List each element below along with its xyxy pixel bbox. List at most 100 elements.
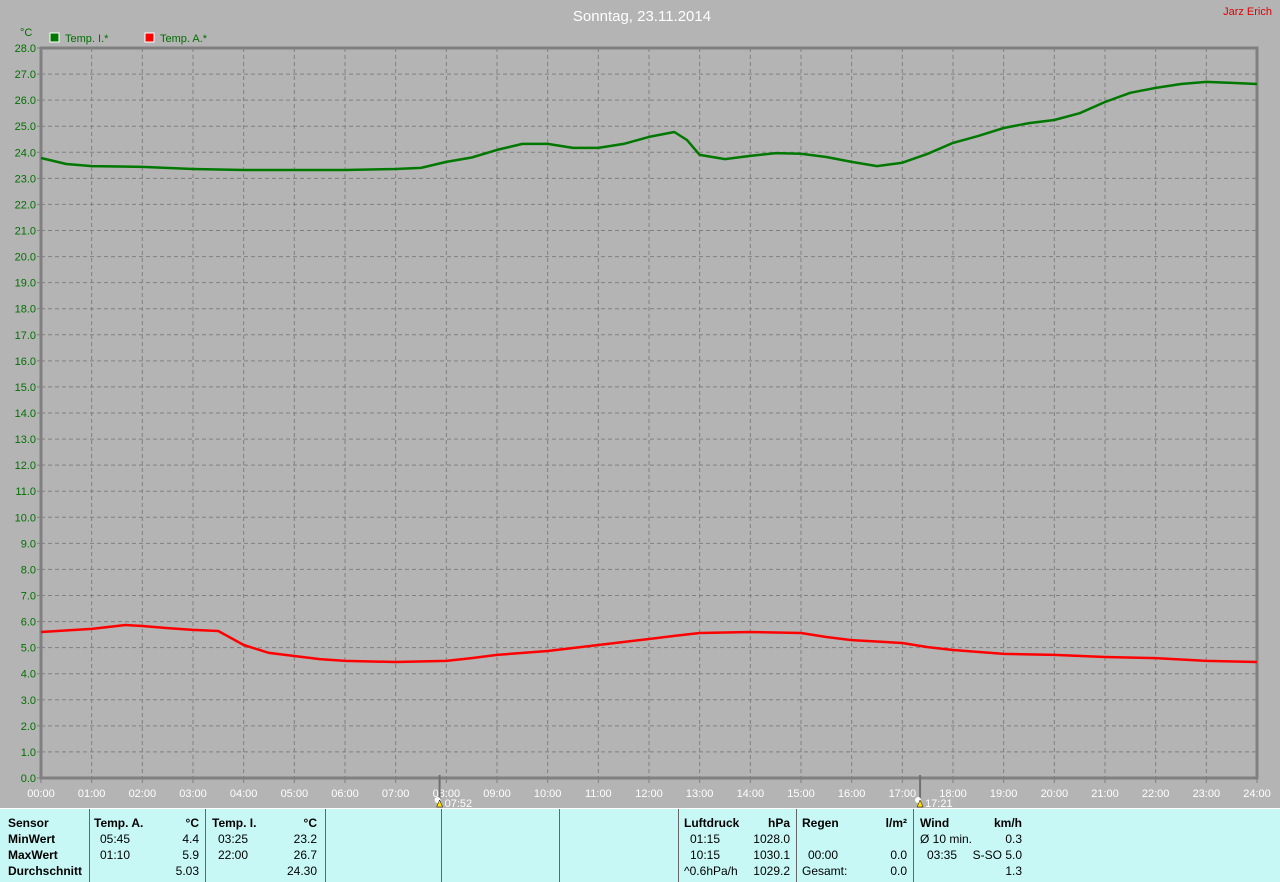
rain-header: Regen bbox=[802, 816, 839, 830]
y-tick-label: 5.0 bbox=[21, 643, 36, 655]
wind-avg: 0.3 bbox=[1005, 832, 1022, 846]
legend-swatch-temp-a bbox=[144, 32, 155, 43]
legend-swatch-temp-i bbox=[49, 32, 60, 43]
y-tick-label: 10.0 bbox=[15, 512, 36, 524]
sensor-header: Sensor bbox=[8, 816, 49, 830]
y-tick-label: 17.0 bbox=[15, 330, 36, 342]
y-tick-label: 3.0 bbox=[21, 695, 36, 707]
y-tick-label: 20.0 bbox=[15, 252, 36, 264]
temp-i-min: 23.2 bbox=[293, 832, 317, 846]
temp-i-min-time: 03:25 bbox=[218, 832, 249, 846]
pressure-unit: hPa bbox=[767, 816, 790, 830]
x-tick-label: 23:00 bbox=[1193, 788, 1221, 800]
x-tick-label: 03:00 bbox=[179, 788, 207, 800]
wind-current: 1.3 bbox=[1005, 864, 1022, 878]
x-tick-label: 09:00 bbox=[483, 788, 511, 800]
y-tick-label: 26.0 bbox=[15, 95, 36, 107]
temp-a-column: Temp. A. °C 05:45 4.4 01:10 5.9 5.03 bbox=[90, 809, 206, 882]
temp-a-min: 4.4 bbox=[182, 832, 199, 846]
pressure-min-time: 01:15 bbox=[690, 832, 721, 846]
y-tick-label: 7.0 bbox=[21, 591, 36, 603]
y-tick-label: 22.0 bbox=[15, 199, 36, 211]
pressure-min: 1028.0 bbox=[753, 832, 790, 846]
temp-a-min-time: 05:45 bbox=[100, 832, 131, 846]
temp-a-max-time: 01:10 bbox=[100, 848, 131, 862]
wind-unit: km/h bbox=[993, 816, 1022, 830]
y-tick-label: 9.0 bbox=[21, 538, 36, 550]
x-tick-label: 07:00 bbox=[382, 788, 410, 800]
rain-unit: l/m² bbox=[885, 816, 907, 830]
y-tick-label: 23.0 bbox=[15, 173, 36, 185]
x-tick-label: 19:00 bbox=[990, 788, 1018, 800]
x-tick-label: 24:00 bbox=[1243, 788, 1271, 800]
marker-arrow-icon bbox=[916, 799, 924, 808]
pressure-trend: ^0.6hPa/h bbox=[684, 864, 738, 878]
row-label-min: MinWert bbox=[8, 832, 56, 846]
pressure-header: Luftdruck bbox=[684, 816, 740, 830]
marker-label: 17:21 bbox=[925, 798, 953, 808]
sensor-column: Sensor MinWert MaxWert Durchschnitt bbox=[0, 809, 90, 882]
x-tick-label: 00:00 bbox=[27, 788, 55, 800]
y-tick-label: 24.0 bbox=[15, 147, 36, 159]
y-tick-label: 27.0 bbox=[15, 69, 36, 81]
y-tick-label: 25.0 bbox=[15, 121, 36, 133]
rain-total: 0.0 bbox=[890, 864, 907, 878]
y-tick-label: 1.0 bbox=[21, 747, 36, 759]
chart-title: Sonntag, 23.11.2014 bbox=[573, 8, 711, 25]
legend-label-temp-a: Temp. A.* bbox=[160, 33, 208, 45]
y-tick-label: 12.0 bbox=[15, 460, 36, 472]
x-tick-label: 22:00 bbox=[1142, 788, 1170, 800]
author-label: Jarz Erich bbox=[1223, 6, 1272, 18]
y-tick-label: 0.0 bbox=[21, 773, 36, 785]
temp-i-header: Temp. I. bbox=[212, 816, 257, 830]
x-tick-label: 01:00 bbox=[78, 788, 106, 800]
rain-time: 00:00 bbox=[808, 848, 839, 862]
pressure-current: 1029.2 bbox=[753, 864, 790, 878]
empty-column-1 bbox=[326, 809, 442, 882]
y-tick-label: 14.0 bbox=[15, 408, 36, 420]
x-tick-label: 15:00 bbox=[787, 788, 815, 800]
y-axis-label: °C bbox=[20, 27, 32, 39]
y-tick-label: 4.0 bbox=[21, 669, 36, 681]
statistics-panel: Sensor MinWert MaxWert Durchschnitt Temp… bbox=[0, 808, 1280, 882]
legend-label-temp-i: Temp. I.* bbox=[65, 33, 109, 45]
legend: Temp. I.* Temp. A.* bbox=[49, 32, 208, 45]
y-tick-label: 8.0 bbox=[21, 564, 36, 576]
y-tick-label: 19.0 bbox=[15, 278, 36, 290]
wind-max-time: 03:35 bbox=[927, 848, 958, 862]
marker-label: 07:52 bbox=[445, 798, 473, 808]
rain-value: 0.0 bbox=[890, 848, 907, 862]
y-tick-label: 15.0 bbox=[15, 382, 36, 394]
y-tick-label: 11.0 bbox=[15, 486, 36, 498]
temp-i-column: Temp. I. °C 03:25 23.2 22:00 26.7 24.30 bbox=[206, 809, 326, 882]
x-tick-label: 20:00 bbox=[1041, 788, 1069, 800]
wind-column: Wind km/h Ø 10 min. 0.3 03:35 S-SO 5.0 1… bbox=[914, 809, 1024, 882]
y-tick-label: 2.0 bbox=[21, 721, 36, 733]
empty-column-3 bbox=[560, 809, 679, 882]
temp-i-avg: 24.30 bbox=[286, 864, 317, 878]
x-tick-label: 17:00 bbox=[889, 788, 917, 800]
x-tick-label: 10:00 bbox=[534, 788, 562, 800]
temp-i-unit: °C bbox=[303, 816, 317, 830]
series-line-temp-i bbox=[40, 80, 1258, 172]
pressure-column: Luftdruck hPa 01:15 1028.0 10:15 1030.1 … bbox=[679, 809, 797, 882]
pressure-max-time: 10:15 bbox=[690, 848, 721, 862]
temp-i-max-time: 22:00 bbox=[218, 848, 249, 862]
x-tick-label: 12:00 bbox=[635, 788, 663, 800]
x-tick-label: 13:00 bbox=[686, 788, 714, 800]
y-tick-label: 28.0 bbox=[15, 43, 36, 55]
marker-arrow-icon bbox=[436, 799, 443, 808]
rain-column: Regen l/m² 00:00 0.0 Gesamt: 0.0 bbox=[797, 809, 914, 882]
x-tick-label: 11:00 bbox=[585, 788, 612, 800]
y-tick-label: 6.0 bbox=[21, 617, 36, 629]
temp-i-max: 26.7 bbox=[293, 848, 317, 862]
y-tick-label: 18.0 bbox=[15, 304, 36, 316]
row-label-max: MaxWert bbox=[8, 848, 58, 862]
wind-max: S-SO 5.0 bbox=[972, 848, 1022, 862]
temp-a-avg: 5.03 bbox=[175, 864, 199, 878]
x-tick-label: 04:00 bbox=[230, 788, 258, 800]
x-tick-label: 16:00 bbox=[838, 788, 866, 800]
x-tick-label: 14:00 bbox=[737, 788, 765, 800]
pressure-max: 1030.1 bbox=[753, 848, 790, 862]
x-tick-label: 05:00 bbox=[281, 788, 309, 800]
